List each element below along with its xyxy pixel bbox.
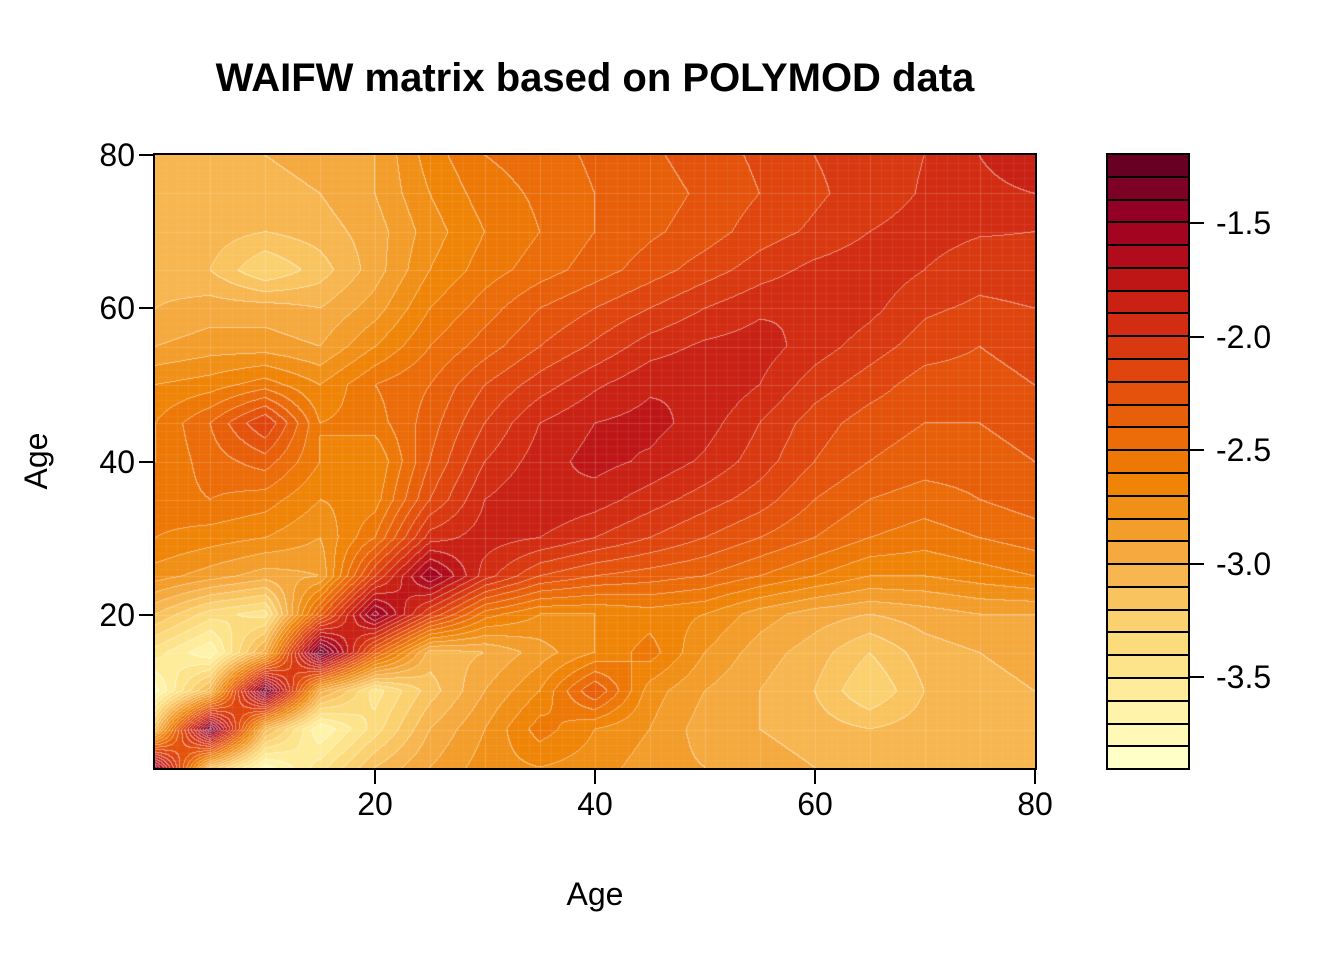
y-tick-label: 20 xyxy=(99,596,135,633)
y-tick-mark xyxy=(139,460,153,463)
colorbar-segment xyxy=(1108,563,1188,586)
colorbar-segment xyxy=(1108,155,1188,176)
colorbar-segment xyxy=(1108,266,1188,290)
x-tick-label: 80 xyxy=(1017,786,1053,822)
colorbar-tick-label: -2.5 xyxy=(1216,432,1272,469)
colorbar-segment xyxy=(1108,517,1188,541)
colorbar-tick-mark xyxy=(1190,562,1204,565)
x-tick-label: 20 xyxy=(357,786,393,822)
colorbar-tick-mark xyxy=(1190,222,1204,225)
colorbar-segment xyxy=(1108,175,1188,199)
y-tick-mark xyxy=(139,307,153,310)
y-axis-title: Age xyxy=(18,432,54,490)
colorbar-segment xyxy=(1108,449,1188,472)
colorbar-segment xyxy=(1108,745,1188,769)
colorbar-segment xyxy=(1108,358,1188,381)
colorbar-segment xyxy=(1108,244,1188,267)
colorbar-segment xyxy=(1108,471,1188,495)
y-tick-mark xyxy=(139,154,153,156)
colorbar xyxy=(1106,153,1190,770)
x-tick-label: 40 xyxy=(577,786,613,822)
colorbar-segment xyxy=(1108,631,1188,655)
colorbar-segment xyxy=(1108,654,1188,677)
colorbar-segment xyxy=(1108,426,1188,450)
colorbar-segment xyxy=(1108,540,1188,564)
colorbar-segment xyxy=(1108,676,1188,700)
colorbar-segment xyxy=(1108,198,1188,222)
plot-area xyxy=(153,153,1037,770)
x-tick-mark xyxy=(594,770,596,784)
colorbar-segment xyxy=(1108,585,1188,609)
colorbar-segment xyxy=(1108,312,1188,336)
colorbar-tick-label: -3.5 xyxy=(1216,659,1272,696)
y-tick-label: 60 xyxy=(99,290,135,327)
colorbar-segment xyxy=(1108,722,1188,746)
x-tick-mark xyxy=(1034,770,1036,784)
colorbar-segment xyxy=(1108,403,1188,427)
contour-heatmap-canvas xyxy=(155,155,1035,768)
colorbar-tick-mark xyxy=(1190,676,1204,679)
x-tick-label: 60 xyxy=(797,786,833,822)
colorbar-tick-mark xyxy=(1190,449,1204,452)
colorbar-tick-mark xyxy=(1190,335,1204,338)
colorbar-tick-label: -2.0 xyxy=(1216,318,1272,355)
colorbar-segment xyxy=(1108,335,1188,359)
x-tick-mark xyxy=(374,770,376,784)
chart-title: WAIFW matrix based on POLYMOD data xyxy=(215,56,975,100)
y-tick-label: 80 xyxy=(99,137,135,173)
colorbar-segment xyxy=(1108,608,1188,632)
colorbar-segment xyxy=(1108,380,1188,404)
y-tick-label: 40 xyxy=(99,443,135,480)
colorbar-segment xyxy=(1108,221,1188,245)
y-tick-mark xyxy=(139,613,153,616)
colorbar-segment xyxy=(1108,289,1188,313)
colorbar-tick-label: -3.0 xyxy=(1216,545,1272,582)
x-tick-mark xyxy=(814,770,816,784)
colorbar-segment xyxy=(1108,699,1188,723)
colorbar-segment xyxy=(1108,494,1188,518)
x-axis-title: Age xyxy=(566,876,624,912)
colorbar-tick-label: -1.5 xyxy=(1216,205,1272,242)
